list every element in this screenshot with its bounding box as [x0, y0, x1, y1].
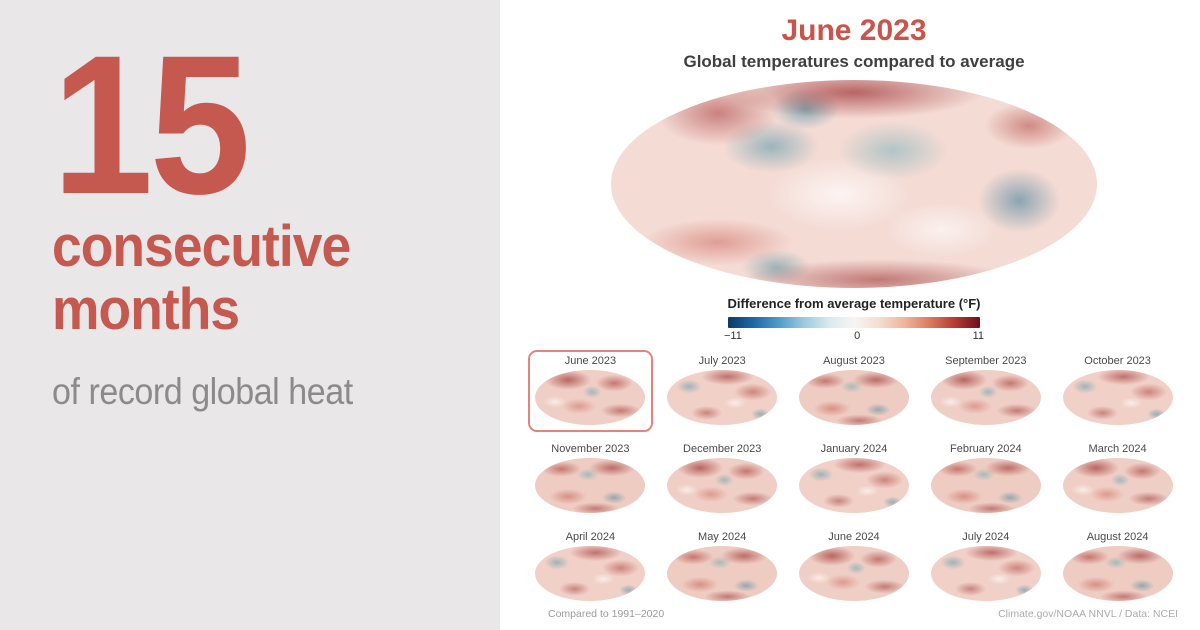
month-grid: June 2023 July 2023 August 2023 Septembe…	[528, 350, 1180, 608]
colorbar-tick-max: 11	[972, 330, 984, 342]
colorbar: Difference from average temperature (°F)…	[724, 296, 984, 342]
month-label: August 2024	[1086, 531, 1149, 543]
month-label: June 2023	[564, 355, 617, 367]
colorbar-ticks: −11 0 11	[724, 330, 984, 342]
month-anomaly-map	[1062, 458, 1173, 513]
month-anomaly-map	[798, 546, 909, 601]
month-cell[interactable]: March 2024	[1055, 438, 1180, 520]
month-cell[interactable]: August 2023	[792, 350, 917, 432]
month-anomaly-map	[535, 370, 646, 425]
month-anomaly-map	[798, 458, 909, 513]
colorbar-gradient	[728, 317, 980, 328]
colorbar-tick-mid: 0	[854, 330, 861, 342]
month-anomaly-map	[798, 370, 909, 425]
month-anomaly-map	[930, 546, 1041, 601]
month-label: April 2024	[565, 531, 616, 543]
month-cell[interactable]: August 2024	[1055, 526, 1180, 608]
month-label: July 2024	[962, 531, 1010, 543]
month-anomaly-map	[667, 546, 778, 601]
month-cell[interactable]: April 2024	[528, 526, 653, 608]
chart-subtitle: Global temperatures compared to average	[683, 52, 1025, 71]
headline-word-2: months	[52, 276, 240, 342]
month-anomaly-map	[667, 370, 778, 425]
month-label: December 2023	[683, 443, 762, 455]
chart-footer: Compared to 1991–2020 Climate.gov/NOAA N…	[528, 608, 1180, 622]
month-label: August 2023	[823, 355, 885, 367]
month-label: March 2024	[1088, 443, 1147, 455]
colorbar-label: Difference from average temperature (°F)	[727, 296, 981, 311]
main-anomaly-map	[611, 80, 1097, 288]
headline-word-1: consecutive	[52, 214, 351, 280]
headline-panel: 15 consecutive months of record global h…	[0, 0, 500, 630]
month-label: May 2024	[698, 531, 747, 543]
baseline-note: Compared to 1991–2020	[548, 608, 665, 620]
month-cell[interactable]: September 2023	[923, 350, 1048, 432]
month-anomaly-map	[667, 458, 778, 513]
source-credit: Climate.gov/NOAA NNVL / Data: NCEI	[998, 608, 1178, 620]
chart-panel: June 2023 Global temperatures compared t…	[500, 0, 1200, 630]
month-label: September 2023	[945, 355, 1027, 367]
headline-subtitle: of record global heat	[52, 371, 353, 413]
month-cell[interactable]: July 2023	[660, 350, 785, 432]
month-cell[interactable]: November 2023	[528, 438, 653, 520]
month-cell[interactable]: December 2023	[660, 438, 785, 520]
month-cell[interactable]: January 2024	[792, 438, 917, 520]
month-anomaly-map	[1062, 370, 1173, 425]
month-cell[interactable]: July 2024	[923, 526, 1048, 608]
colorbar-tick-min: −11	[724, 330, 742, 342]
month-anomaly-map	[930, 458, 1041, 513]
month-cell[interactable]: February 2024	[923, 438, 1048, 520]
month-cell[interactable]: June 2024	[792, 526, 917, 608]
month-label: January 2024	[820, 443, 888, 455]
month-anomaly-map	[1062, 546, 1173, 601]
month-label: June 2024	[828, 531, 880, 543]
month-label: February 2024	[950, 443, 1022, 455]
chart-title: June 2023	[781, 14, 927, 47]
month-label: October 2023	[1084, 355, 1151, 367]
headline-number: 15	[52, 14, 251, 235]
month-label: November 2023	[551, 443, 630, 455]
month-anomaly-map	[930, 370, 1041, 425]
month-anomaly-map	[535, 546, 646, 601]
month-cell[interactable]: October 2023	[1055, 350, 1180, 432]
month-label: July 2023	[698, 355, 746, 367]
month-anomaly-map	[535, 458, 646, 513]
headline: 15 consecutive months of record global h…	[52, 14, 437, 413]
month-cell-selected[interactable]: June 2023	[528, 350, 653, 432]
month-cell[interactable]: May 2024	[660, 526, 785, 608]
